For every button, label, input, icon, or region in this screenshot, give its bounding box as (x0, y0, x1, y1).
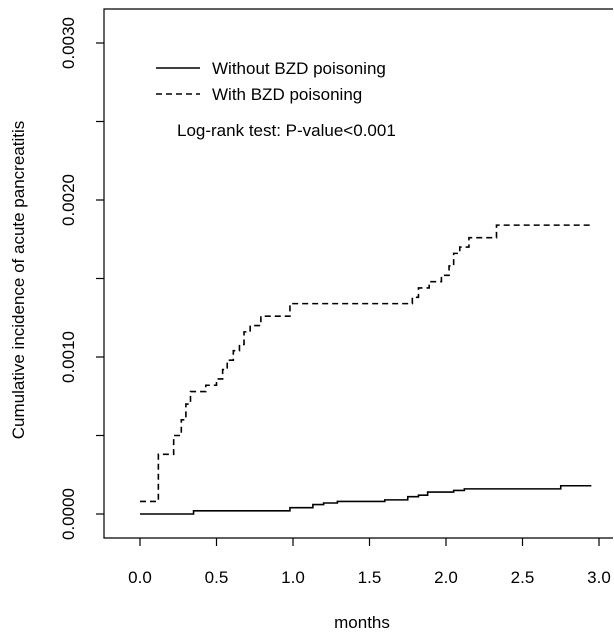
x-tick-label: 1.0 (281, 568, 305, 587)
logrank-annotation: Log-rank test: P-value<0.001 (177, 121, 396, 140)
x-tick-label: 0.5 (205, 568, 229, 587)
plot-frame (103, 8, 613, 539)
x-tick-label: 2.0 (434, 568, 458, 587)
x-tick-label: 1.5 (358, 568, 382, 587)
legend: Without BZD poisoning With BZD poisoning (156, 59, 386, 104)
y-tick-label: 0.0030 (59, 17, 78, 69)
x-tick-label: 3.0 (587, 568, 611, 587)
x-tick-label: 0.0 (128, 568, 152, 587)
axes: 0.0 0.5 1.0 1.5 2.0 2.5 3.0 0.0000 0.0010 0.0020 0… (59, 8, 613, 587)
x-tick-label: 2.5 (511, 568, 535, 587)
y-tick-label: 0.0020 (59, 174, 78, 226)
series-line-0 (140, 484, 592, 515)
x-axis-label: months (334, 613, 390, 632)
y-tick-label: 0.0010 (59, 331, 78, 383)
y-axis-label: Cumulative incidence of acute pancreatit… (9, 121, 28, 439)
legend-label-without-bzd: Without BZD poisoning (212, 59, 386, 78)
series-line-1 (140, 224, 592, 503)
legend-label-with-bzd: With BZD poisoning (212, 85, 362, 104)
series-layer (140, 224, 592, 515)
y-tick-label: 0.0000 (59, 488, 78, 540)
